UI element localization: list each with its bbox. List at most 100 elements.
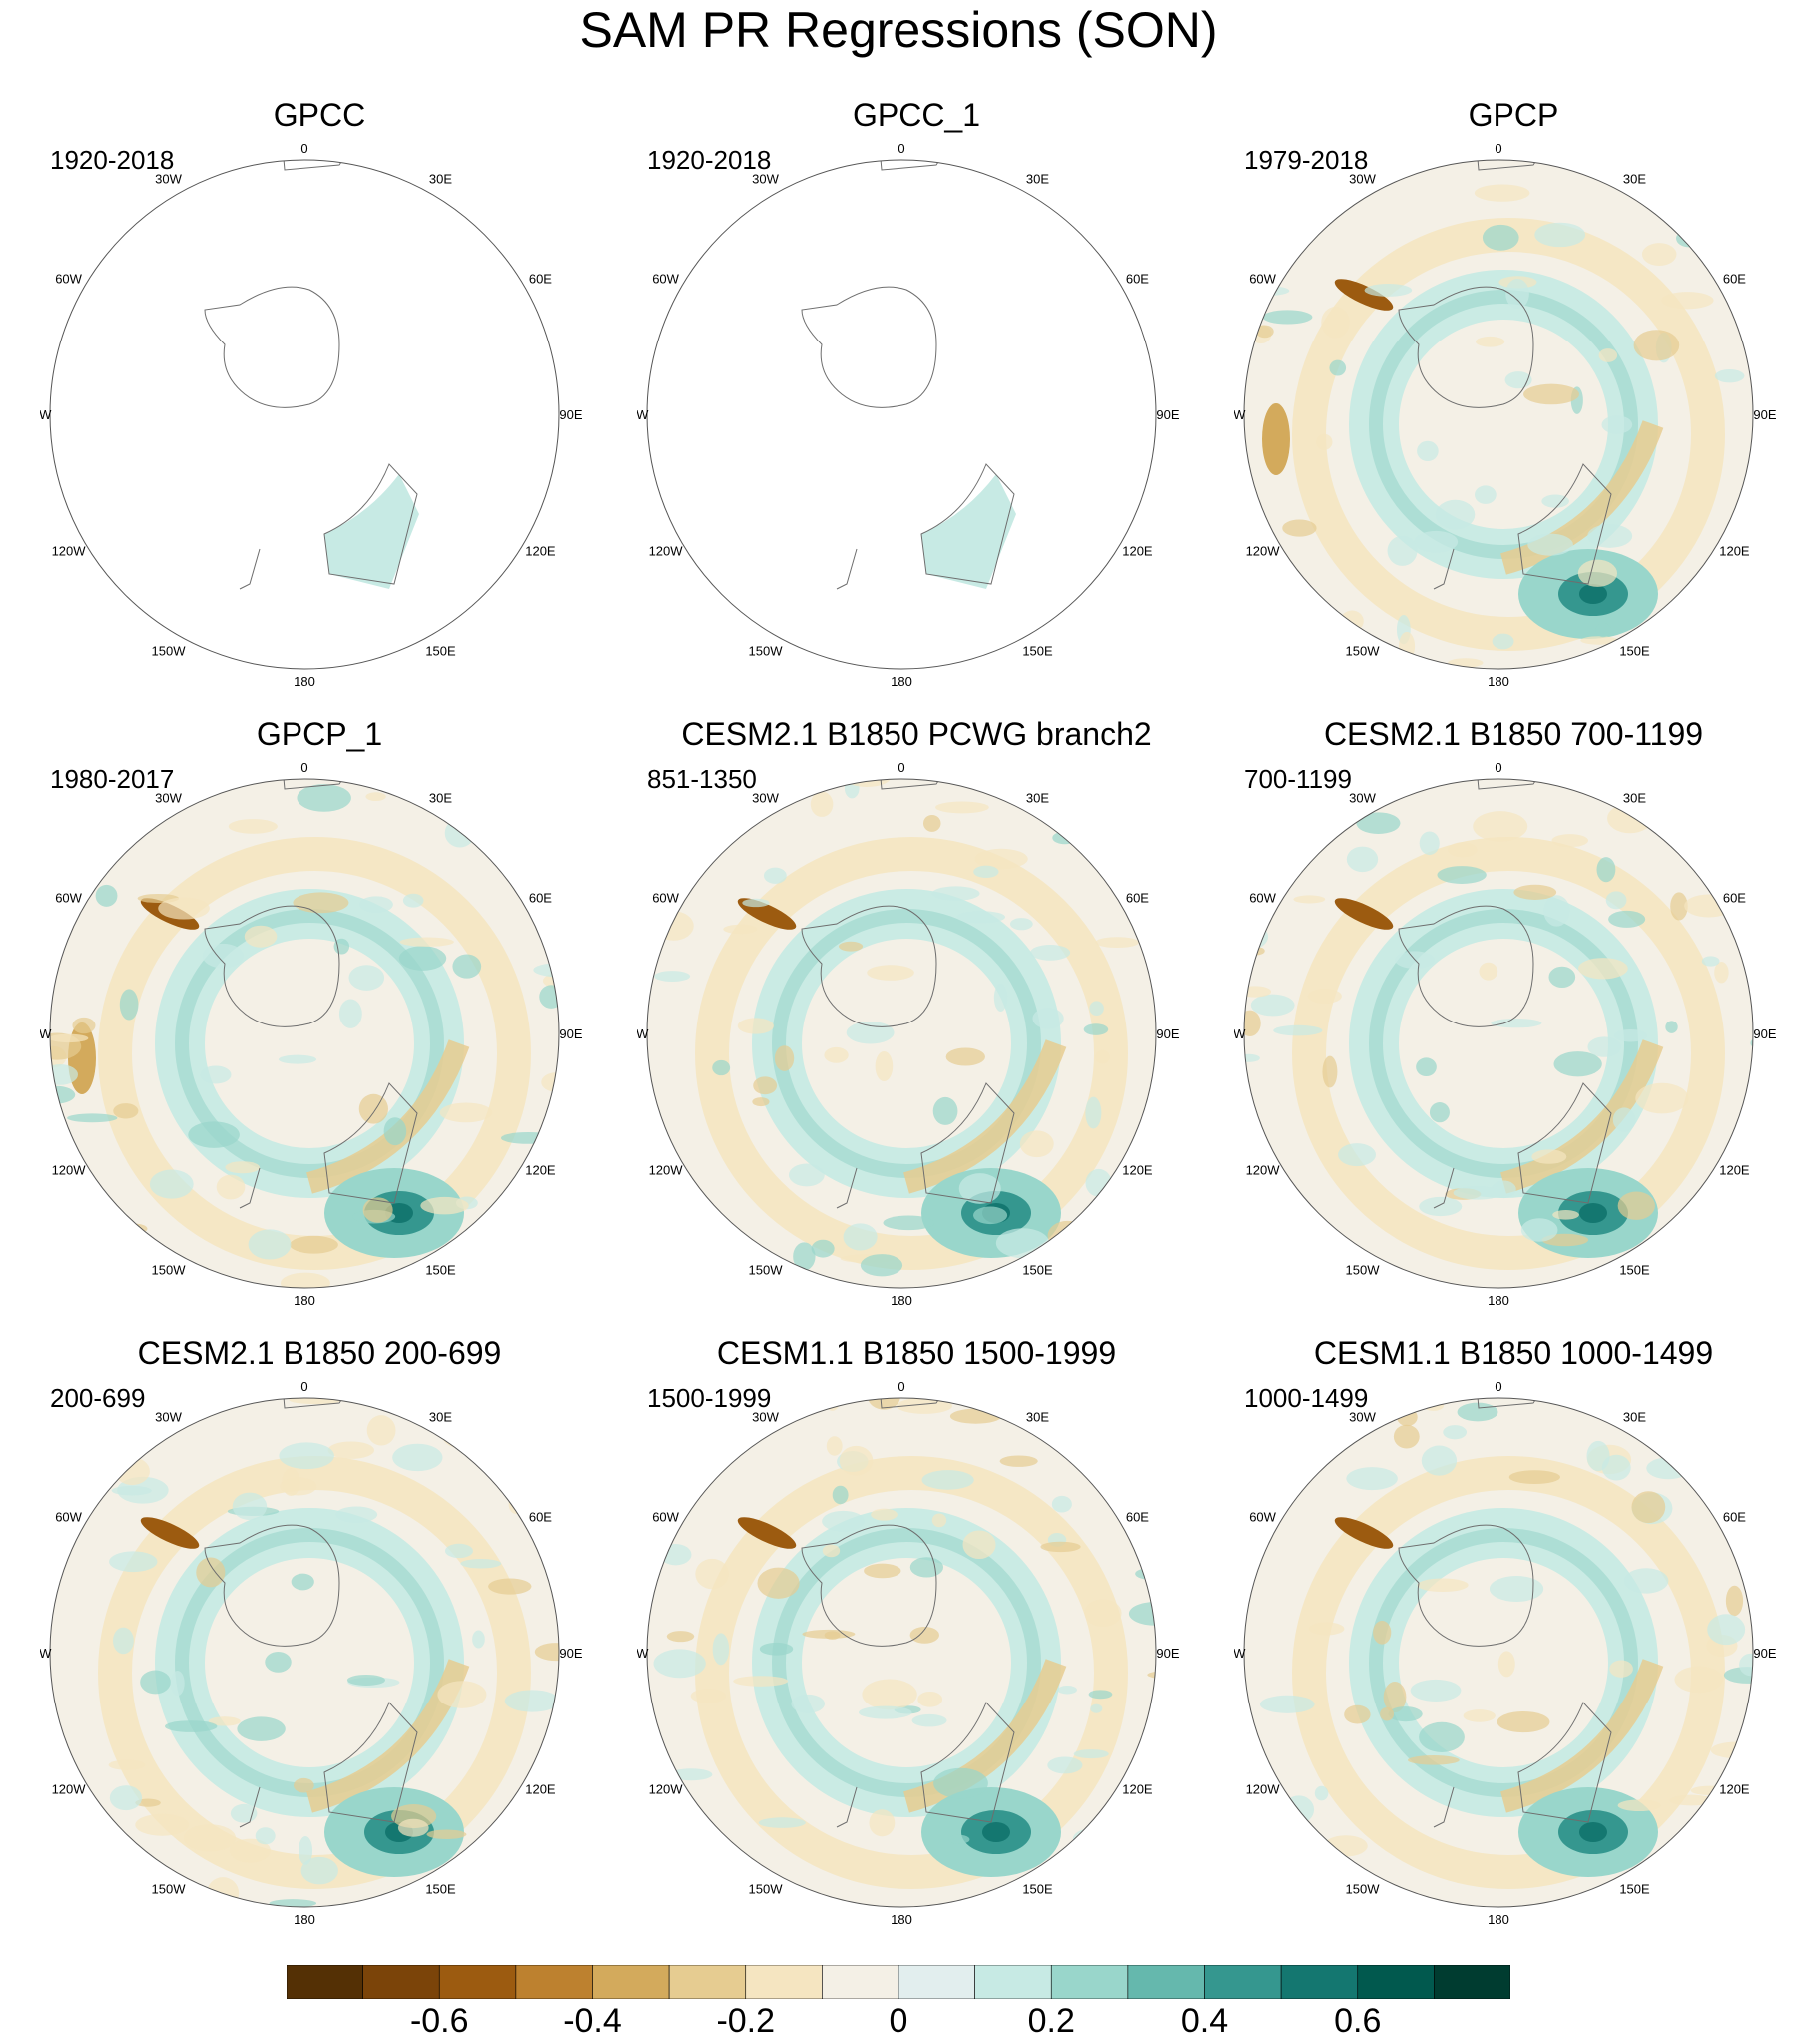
panel-years: 1980-2017 — [50, 764, 175, 794]
longitude-label: 60W — [55, 272, 82, 287]
colorbar-swatch — [1050, 1964, 1129, 2000]
panel-title: CESM1.1 B1850 1500-1999 — [716, 1335, 1117, 1371]
longitude-label: 60W — [652, 891, 679, 906]
colorbar-swatch — [1280, 1964, 1359, 2000]
longitude-label: 60W — [652, 1510, 679, 1525]
polar-map: 0 30E 60E 90E 120E 150E 180 150W 120W 90W 60W 30W — [1234, 1379, 1777, 1927]
longitude-label: 30E — [429, 791, 452, 806]
panel-years: 1920-2018 — [647, 145, 772, 175]
longitude-label: 30W — [1349, 791, 1376, 806]
longitude-label: 180 — [891, 1293, 912, 1308]
panel-years: 1500-1999 — [647, 1383, 772, 1413]
longitude-label: 0 — [1495, 141, 1501, 156]
map-boundary — [1243, 159, 1754, 670]
colorbar-tick-label: -0.2 — [716, 2002, 776, 2040]
longitude-label: 120E — [1719, 1163, 1750, 1178]
longitude-label: 30E — [1026, 791, 1049, 806]
panel-title: GPCC_1 — [852, 97, 981, 133]
longitude-label: 150E — [1619, 643, 1650, 658]
longitude-label: 60E — [529, 1510, 552, 1525]
figure-title: SAM PR Regressions (SON) — [579, 2, 1218, 58]
map-boundary — [49, 159, 560, 670]
longitude-label: 90E — [559, 1026, 582, 1041]
panel-years: 851-1350 — [647, 764, 757, 794]
polar-map: 0 30E 60E 90E 120E 150E 180 150W 120W 90W 60W 30W — [1234, 760, 1777, 1308]
longitude-label: 0 — [898, 141, 904, 156]
longitude-label: 120E — [1719, 544, 1750, 559]
longitude-label: 150E — [1022, 1262, 1053, 1277]
longitude-label: 90E — [559, 1646, 582, 1661]
longitude-label: 120W — [1246, 1163, 1281, 1178]
longitude-label: 0 — [898, 1379, 904, 1394]
longitude-label: 90E — [1753, 407, 1776, 422]
map-panel: CESM2.1 B1850 200-699 0 30E 60E 90E 120E 150E 1… — [40, 1333, 599, 1932]
colorbar-tick-label: 0.6 — [1334, 2002, 1382, 2040]
longitude-label: 150W — [1346, 643, 1381, 658]
longitude-label: 120W — [52, 1163, 87, 1178]
polar-map: 0 30E 60E 90E 120E 150E 180 150W 120W 90W 60W 30W — [637, 1379, 1180, 1927]
panel-title: GPCP_1 — [256, 716, 383, 752]
longitude-label: 30W — [155, 172, 182, 187]
polar-map: 0 30E 60E 90E 120E 150E 180 150W 120W 90W 60W 30W — [40, 141, 583, 689]
longitude-label: 180 — [294, 674, 315, 689]
map-boundary — [1243, 778, 1754, 1289]
longitude-label: 90E — [1156, 1026, 1179, 1041]
longitude-label: 60W — [1249, 1510, 1276, 1525]
longitude-label: 30E — [1026, 172, 1049, 187]
map-panel: CESM2.1 B1850 700-1199 0 30E 60E 90E 120E 150E… — [1234, 714, 1793, 1313]
map-boundary — [646, 778, 1157, 1289]
colorbar-swatch — [592, 1964, 670, 2000]
longitude-label: 90W — [1234, 1026, 1246, 1041]
polar-map: 0 30E 60E 90E 120E 150E 180 150W 120W 90W 60W 30W — [40, 760, 583, 1308]
polar-map: 0 30E 60E 90E 120E 150E 180 150W 120W 90W 60W 30W — [637, 760, 1180, 1308]
longitude-label: 90W — [40, 1646, 52, 1661]
longitude-label: 120W — [649, 1163, 684, 1178]
longitude-label: 150W — [749, 1881, 784, 1896]
longitude-label: 150E — [1022, 1881, 1053, 1896]
longitude-label: 90E — [1156, 1646, 1179, 1661]
longitude-label: 30W — [752, 1410, 779, 1425]
longitude-label: 90E — [559, 407, 582, 422]
longitude-label: 30W — [752, 172, 779, 187]
longitude-label: 120W — [649, 544, 684, 559]
longitude-label: 90E — [1753, 1646, 1776, 1661]
longitude-label: 180 — [294, 1912, 315, 1927]
longitude-label: 180 — [1488, 1912, 1509, 1927]
colorbar-swatch — [438, 1964, 517, 2000]
longitude-label: 120E — [525, 544, 556, 559]
colorbar-svg — [286, 1964, 1511, 2000]
longitude-label: 150W — [152, 643, 187, 658]
longitude-label: 180 — [294, 1293, 315, 1308]
longitude-label: 120E — [525, 1782, 556, 1797]
longitude-label: 90E — [1156, 407, 1179, 422]
longitude-label: 180 — [1488, 674, 1509, 689]
map-boundary — [1243, 1397, 1754, 1908]
longitude-label: 120W — [52, 544, 87, 559]
panel-title: CESM1.1 B1850 1000-1499 — [1313, 1335, 1714, 1371]
longitude-label: 120E — [1719, 1782, 1750, 1797]
map-boundary — [646, 1397, 1157, 1908]
longitude-label: 150E — [1022, 643, 1053, 658]
map-panel: GPCC_1 0 30E 60E 90E 120E 150E 180 150W 120W 90W 60… — [637, 95, 1196, 694]
longitude-label: 0 — [898, 760, 904, 775]
longitude-label: 90W — [637, 407, 649, 422]
panel-years: 200-699 — [50, 1383, 146, 1413]
colorbar-swatch — [898, 1964, 975, 2000]
map-boundary — [49, 1397, 560, 1908]
colorbar-swatch — [1434, 1964, 1511, 2000]
map-panel: GPCC 0 30E 60E 90E 120E 150E 180 150W 120W 90W 60W 3… — [40, 95, 599, 694]
longitude-label: 150W — [1346, 1881, 1381, 1896]
colorbar-tick-label: 0.2 — [1027, 2002, 1075, 2040]
map-panel: GPCP 0 30E 60E 90E 120E 150E 180 150W 120W 90W 60W 3… — [1234, 95, 1793, 694]
colorbar-swatch — [974, 1964, 1052, 2000]
colorbar-tick-label: 0.4 — [1180, 2002, 1229, 2040]
longitude-label: 90W — [637, 1646, 649, 1661]
longitude-label: 30E — [1026, 1410, 1049, 1425]
longitude-label: 120W — [52, 1782, 87, 1797]
longitude-label: 150E — [1619, 1881, 1650, 1896]
colorbar-swatch — [822, 1964, 899, 2000]
longitude-label: 150W — [749, 1262, 784, 1277]
longitude-label: 0 — [300, 1379, 307, 1394]
panel-title: CESM2.1 B1850 700-1199 — [1323, 716, 1704, 752]
longitude-label: 60E — [529, 891, 552, 906]
